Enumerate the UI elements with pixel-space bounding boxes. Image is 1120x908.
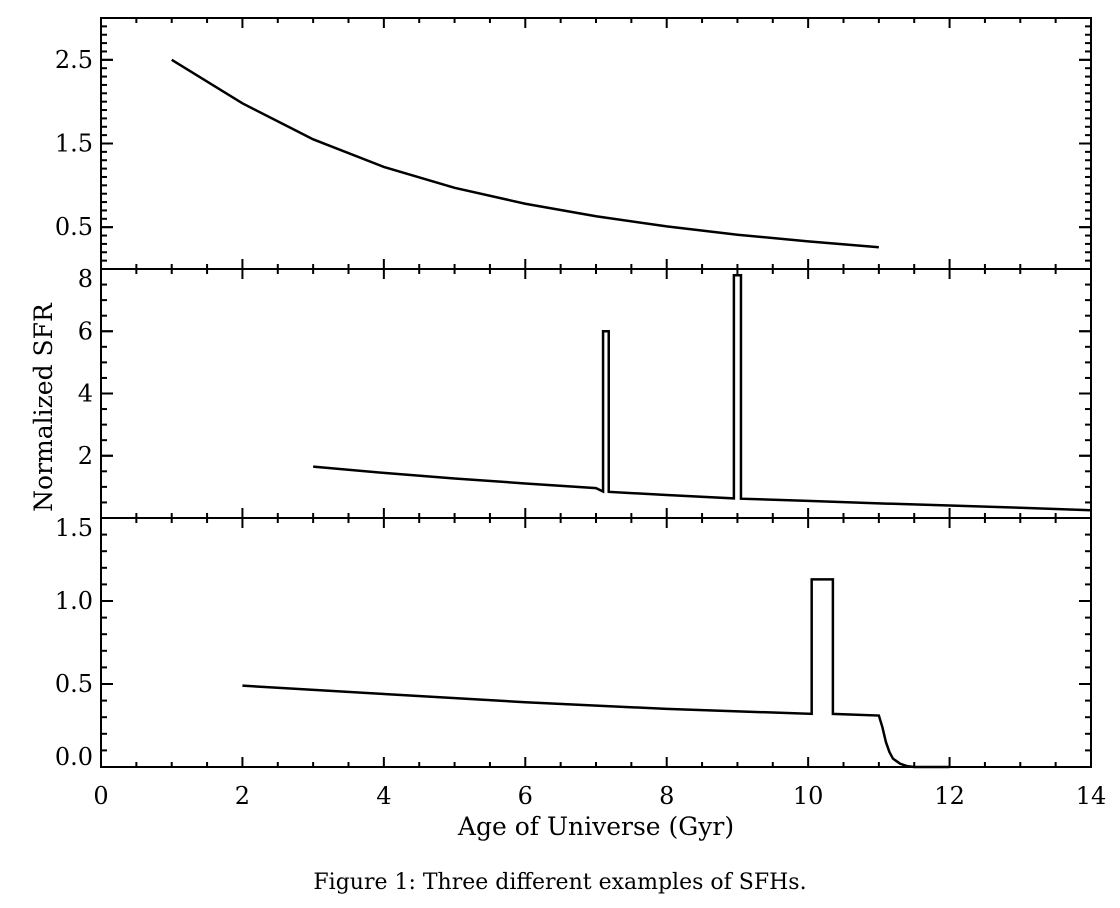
panel-2-series-line (313, 273, 1092, 512)
x-tick-label: 0 (93, 782, 108, 810)
panel-3-frame (100, 517, 1092, 768)
figure-caption: Figure 1: Three different examples of SF… (313, 870, 807, 895)
panel-1-frame (100, 17, 1092, 270)
y-tick-label: 6 (78, 317, 93, 345)
x-tick-label: 12 (934, 782, 965, 810)
x-tick-label: 10 (793, 782, 824, 810)
y-axis-label: Normalized SFR (29, 302, 58, 512)
y-tick-label: 8 (78, 265, 93, 293)
y-tick-label: 1.5 (55, 514, 93, 542)
x-tick-label: 4 (376, 782, 391, 810)
y-tick-label: 2.5 (55, 46, 93, 74)
x-axis-label: Age of Universe (Gyr) (457, 812, 734, 841)
y-tick-label: 4 (78, 380, 93, 408)
x-tick-label: 2 (235, 782, 250, 810)
y-tick-label: 2 (78, 442, 93, 470)
panel-1-series-line (171, 58, 879, 249)
x-tick-label: 6 (518, 782, 533, 810)
panel-2-frame (100, 268, 1092, 519)
y-tick-label: 1.0 (55, 587, 93, 615)
panel-3-series-line (242, 578, 950, 769)
y-tick-label: 0.5 (55, 213, 93, 241)
y-tick-label: 0.0 (55, 743, 93, 771)
x-tick-label: 8 (659, 782, 674, 810)
y-tick-label: 1.5 (55, 130, 93, 158)
y-tick-label: 0.5 (55, 670, 93, 698)
x-tick-label: 14 (1076, 782, 1107, 810)
